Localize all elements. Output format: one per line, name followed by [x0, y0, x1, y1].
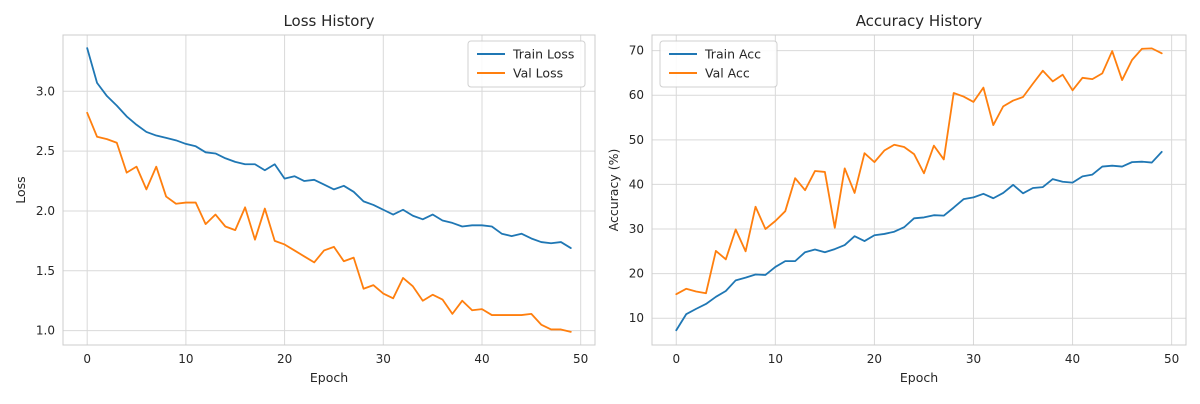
series-line-val-acc — [675, 47, 1163, 296]
legend-label-val-acc: Val Acc — [705, 66, 750, 81]
y-tick-label: 30 — [629, 222, 644, 236]
series-line-train-loss — [86, 47, 572, 249]
y-axis-label: Accuracy (%) — [606, 149, 621, 232]
x-tick-label: 50 — [1164, 352, 1179, 366]
legend-label-val-loss: Val Loss — [513, 66, 563, 81]
chart-title: Loss History — [283, 12, 374, 30]
legend: Train Acc Val Acc — [659, 40, 778, 88]
y-tick-label: 2.5 — [36, 144, 55, 158]
series-line-val-loss — [86, 111, 572, 333]
x-tick-label: 40 — [474, 352, 489, 366]
x-tick-label: 20 — [277, 352, 292, 366]
y-tick-label: 2.0 — [36, 204, 55, 218]
x-axis-label: Epoch — [310, 370, 348, 385]
y-tick-label: 1.5 — [36, 264, 55, 278]
x-tick-label: 50 — [573, 352, 588, 366]
plot-area-frame — [62, 34, 596, 346]
legend-box — [659, 40, 778, 88]
chart-title: Accuracy History — [856, 12, 983, 30]
accuracy-history-chart: 0 10 20 30 40 50 10 20 30 40 50 60 70 Accuracy Histor… — [606, 12, 1187, 385]
y-tick-label: 40 — [629, 177, 644, 191]
y-tick-label: 20 — [629, 267, 644, 281]
x-axis-label: Epoch — [900, 370, 938, 385]
x-tick-label: 0 — [672, 352, 680, 366]
series-line-train-acc — [675, 150, 1163, 332]
legend: Train Loss Val Loss — [467, 40, 586, 88]
x-tick-label: 0 — [83, 352, 91, 366]
x-tick-label: 20 — [867, 352, 882, 366]
x-tick-label: 30 — [376, 352, 391, 366]
y-tick-label: 70 — [629, 44, 644, 58]
x-tick-label: 30 — [966, 352, 981, 366]
y-tick-label: 3.0 — [36, 84, 55, 98]
x-tick-label: 10 — [768, 352, 783, 366]
legend-box — [467, 40, 586, 88]
legend-label-train-acc: Train Acc — [704, 47, 761, 62]
x-tick-label: 10 — [178, 352, 193, 366]
legend-label-train-loss: Train Loss — [512, 47, 574, 62]
y-axis-label: Loss — [13, 176, 28, 203]
y-tick-label: 10 — [629, 311, 644, 325]
y-tick-label: 60 — [629, 88, 644, 102]
loss-history-chart: 0 10 20 30 40 50 1.0 1.5 2.0 2.5 3.0 Loss History Ep… — [13, 12, 596, 385]
x-tick-label: 40 — [1065, 352, 1080, 366]
y-tick-label: 1.0 — [36, 324, 55, 338]
plot-area-frame — [651, 34, 1187, 346]
y-tick-label: 50 — [629, 133, 644, 147]
